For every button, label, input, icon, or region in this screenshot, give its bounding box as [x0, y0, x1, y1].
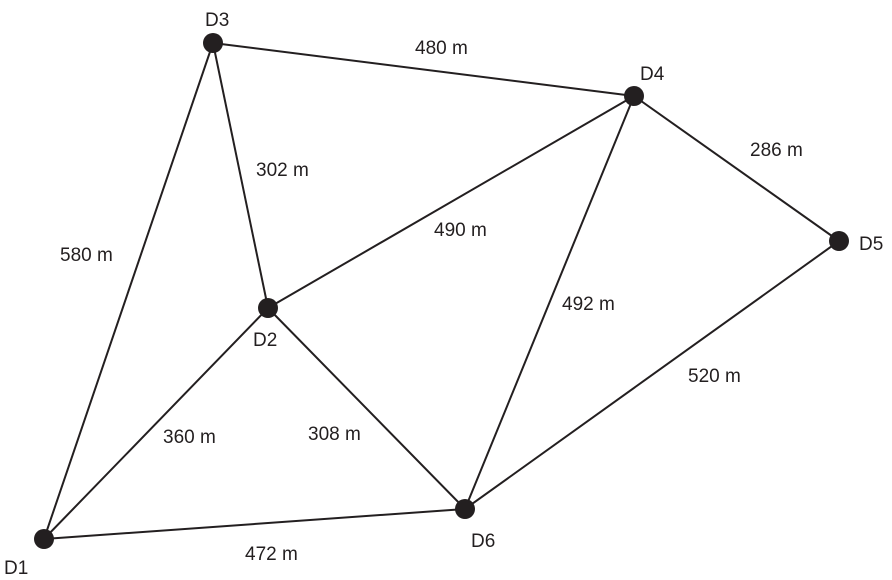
edge-d2-d1 [43, 307, 269, 540]
node-d3 [203, 33, 223, 53]
edge-d3-d4 [212, 42, 635, 97]
node-d1 [34, 529, 54, 549]
node-label-d5: D5 [859, 234, 883, 255]
edge-label-d3-d2: 302 m [256, 160, 309, 181]
node-label-d4: D4 [640, 64, 665, 85]
node-d6 [455, 499, 475, 519]
edge-d3-d1 [43, 42, 214, 540]
edge-d4-d5 [633, 95, 840, 242]
edge-d2-d6 [267, 307, 466, 510]
node-label-d6: D6 [471, 531, 495, 552]
node-label-d2: D2 [253, 330, 277, 351]
edge-label-d3-d4: 480 m [415, 38, 468, 59]
edge-d4-d6 [464, 95, 635, 510]
node-label-d1: D1 [4, 558, 28, 579]
edge-label-d1-d6: 472 m [245, 544, 298, 565]
edge-d5-d6 [464, 240, 840, 510]
node-label-d3: D3 [205, 10, 229, 31]
edge-label-d4-d5: 286 m [750, 140, 803, 161]
edge-label-d2-d1: 360 m [163, 427, 216, 448]
edge-d2-d4 [267, 95, 635, 309]
edge-d1-d6 [43, 508, 466, 540]
node-d4 [624, 86, 644, 106]
edge-label-d5-d6: 520 m [688, 366, 741, 387]
edge-label-d3-d1: 580 m [60, 245, 113, 266]
edge-d3-d2 [212, 42, 269, 309]
edge-label-d4-d6: 492 m [562, 294, 615, 315]
edge-label-d2-d4: 490 m [434, 220, 487, 241]
node-d5 [829, 231, 849, 251]
node-d2 [258, 298, 278, 318]
edge-label-d2-d6: 308 m [308, 424, 361, 445]
